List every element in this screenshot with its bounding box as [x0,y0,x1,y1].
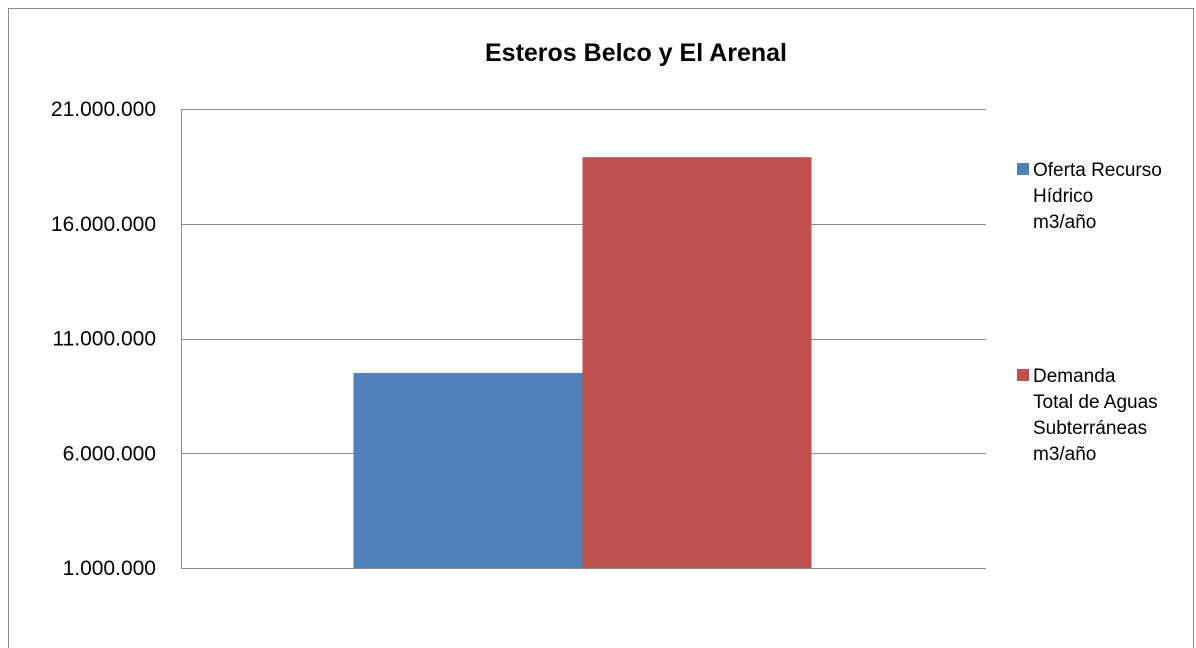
y-tick-label: 6.000.000 [63,442,156,465]
bars [353,157,812,568]
legend-label: Demanda [1033,366,1116,387]
legend-label: m3/año [1033,444,1096,465]
chart-frame [8,8,1194,648]
legend-label: m3/año [1033,212,1096,233]
y-axis-ticks: 1.000.000 6.000.000 11.000.000 16.000.000 21… [51,98,156,580]
legend-swatch [1017,163,1029,175]
legend-swatch [1017,369,1029,381]
bar-oferta [353,372,583,568]
legend-label: Total de Aguas [1033,392,1158,413]
y-tick-label: 1.000.000 [63,557,156,580]
y-tick-label: 11.000.000 [52,328,156,351]
legend: Oferta Recurso Hídrico m3/año Demanda Total … [1017,160,1162,465]
y-tick-label: 16.000.000 [51,213,156,236]
bar-demanda [582,157,812,568]
legend-label: Hídrico [1033,186,1093,207]
legend-label: Oferta Recurso [1033,160,1162,181]
y-tick-label: 21.000.000 [51,98,156,121]
chart-title: Esteros Belco y El Arenal [485,39,787,67]
legend-label: Subterráneas [1033,418,1147,439]
bar-chart: Esteros Belco y El Arenal 1.000.000 6.000… [51,39,1162,580]
